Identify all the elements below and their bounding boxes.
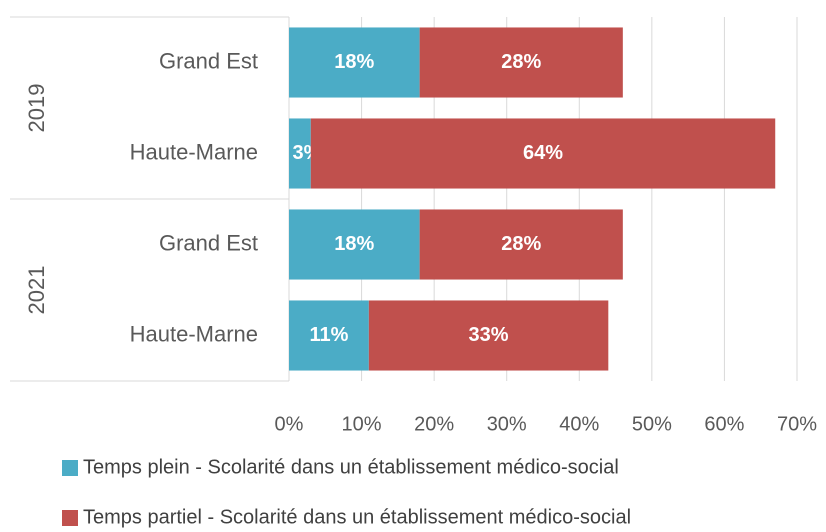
y-tick-label: Haute-Marne <box>130 139 258 164</box>
y-tick-label: Grand Est <box>159 48 258 73</box>
group-label: 2019 <box>24 84 49 133</box>
bar-segment <box>289 118 311 189</box>
x-tick-label: 40% <box>559 413 599 435</box>
bar-segment <box>310 118 776 189</box>
y-tick-label: Haute-Marne <box>130 321 258 346</box>
legend-swatch <box>62 460 78 476</box>
data-label: 18% <box>334 51 374 73</box>
x-tick-label: 0% <box>275 413 304 435</box>
bar-segment <box>419 27 623 98</box>
legend-label: Temps partiel - Scolarité dans un établi… <box>83 506 631 528</box>
bar-segment <box>289 300 369 371</box>
bar-segment <box>368 300 609 371</box>
data-label: 28% <box>501 233 541 255</box>
data-label: 11% <box>309 324 348 346</box>
data-label: 33% <box>469 324 509 346</box>
legend-swatch <box>62 510 78 526</box>
data-label: 28% <box>501 51 541 73</box>
bar-segment <box>289 27 420 98</box>
bar-segment <box>419 209 623 280</box>
x-tick-label: 70% <box>777 413 817 435</box>
data-label: 64% <box>523 142 563 164</box>
x-tick-label: 10% <box>342 413 382 435</box>
x-tick-label: 50% <box>632 413 672 435</box>
x-tick-label: 30% <box>487 413 527 435</box>
y-tick-label: Grand Est <box>159 230 258 255</box>
bar-segment <box>289 209 420 280</box>
legend-label: Temps plein - Scolarité dans un établiss… <box>83 456 619 478</box>
x-tick-label: 20% <box>414 413 454 435</box>
data-label: 18% <box>334 233 374 255</box>
x-tick-label: 60% <box>704 413 744 435</box>
group-label: 2021 <box>24 266 49 315</box>
